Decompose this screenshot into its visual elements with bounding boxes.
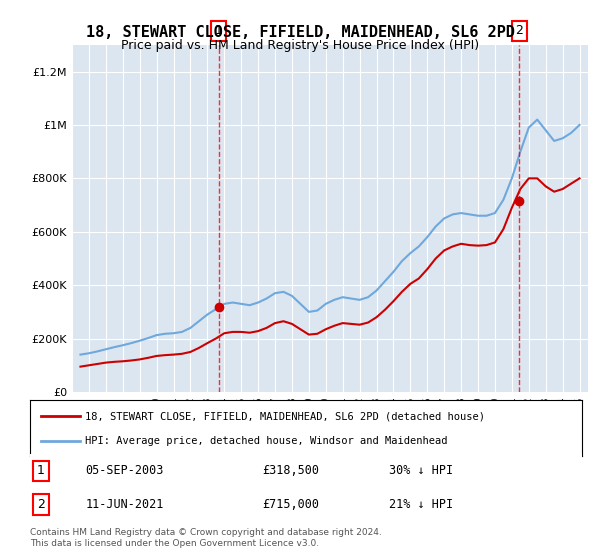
Text: 11-JUN-2021: 11-JUN-2021 (85, 498, 164, 511)
Text: 21% ↓ HPI: 21% ↓ HPI (389, 498, 453, 511)
Text: 2: 2 (515, 25, 523, 38)
Text: Contains HM Land Registry data © Crown copyright and database right 2024.
This d: Contains HM Land Registry data © Crown c… (30, 528, 382, 548)
Text: 18, STEWART CLOSE, FIFIELD, MAIDENHEAD, SL6 2PD (detached house): 18, STEWART CLOSE, FIFIELD, MAIDENHEAD, … (85, 411, 485, 421)
Text: £715,000: £715,000 (262, 498, 319, 511)
Text: 30% ↓ HPI: 30% ↓ HPI (389, 464, 453, 477)
Text: HPI: Average price, detached house, Windsor and Maidenhead: HPI: Average price, detached house, Wind… (85, 436, 448, 446)
Text: £318,500: £318,500 (262, 464, 319, 477)
Text: 05-SEP-2003: 05-SEP-2003 (85, 464, 164, 477)
Text: 1: 1 (215, 25, 223, 38)
Text: Price paid vs. HM Land Registry's House Price Index (HPI): Price paid vs. HM Land Registry's House … (121, 39, 479, 52)
Text: 18, STEWART CLOSE, FIFIELD, MAIDENHEAD, SL6 2PD: 18, STEWART CLOSE, FIFIELD, MAIDENHEAD, … (86, 25, 514, 40)
Text: 2: 2 (37, 498, 45, 511)
Text: 1: 1 (37, 464, 45, 477)
